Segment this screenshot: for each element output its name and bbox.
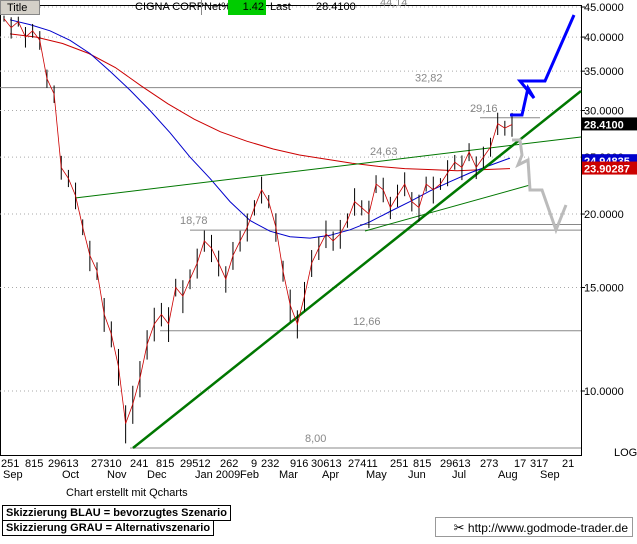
- x-tick-top-5: 815: [156, 458, 174, 470]
- x-tick-month-3: Dec: [147, 469, 167, 481]
- blue-scenario-path: [510, 14, 576, 117]
- x-tick-top-16: 273: [480, 458, 498, 470]
- x-tick-month-5: Feb: [240, 469, 259, 481]
- main-uptrend-line: [132, 90, 582, 449]
- x-tick-top-9: 232: [261, 458, 279, 470]
- y-tick-label-1: 15.0000: [584, 282, 624, 294]
- price-label-5: 12,66: [353, 316, 381, 328]
- y-tick-label-0: 10.0000: [584, 386, 624, 398]
- netpct-label: Net%: [201, 0, 231, 15]
- x-tick-top-18: 317: [530, 458, 548, 470]
- x-tick-top-0: 251: [1, 458, 19, 470]
- x-tick-top-3: 27310: [91, 458, 122, 470]
- channel-bottom-line: [364, 184, 531, 232]
- symbol-label: CIGNA CORP: [135, 1, 205, 13]
- price-label-1: 32,82: [415, 73, 443, 85]
- x-tick-month-1: Oct: [62, 469, 79, 481]
- price-label-3: 24,63: [370, 146, 398, 158]
- price-label-2: 29,16: [470, 103, 498, 115]
- last-label: Last: [270, 1, 291, 13]
- legend-grey: Skizzierung GRAU = Alternativszenario: [2, 520, 215, 536]
- ma-slow-line: [9, 33, 511, 172]
- scissors-icon: ✂: [453, 520, 465, 535]
- grey-scenario-path: [512, 138, 568, 235]
- y-tick-label-4: 30.0000: [584, 106, 624, 118]
- x-tick-month-9: Jun: [408, 469, 426, 481]
- last-value: 28.4100: [316, 1, 356, 13]
- title-button[interactable]: Title: [0, 0, 40, 15]
- y-tick-label-2: 20.0000: [584, 209, 624, 221]
- ma-fast-line: [9, 19, 511, 239]
- ma-slow-box: 23.90287: [584, 164, 630, 176]
- x-tick-top-10: 916: [290, 458, 308, 470]
- y-tick-label-7: 45.0000: [584, 2, 624, 14]
- price-label-0: 44,14: [380, 0, 408, 9]
- x-tick-top-14: 815: [413, 458, 431, 470]
- x-tick-top-11: 30613: [311, 458, 342, 470]
- x-tick-top-12: 27411: [348, 458, 378, 470]
- last-price-box: 28.4100: [584, 119, 624, 131]
- netpct-value: 1.42: [228, 0, 266, 15]
- x-tick-top-15: 29613: [440, 458, 471, 470]
- x-tick-top-7: 262: [220, 458, 238, 470]
- x-tick-top-2: 29613: [48, 458, 79, 470]
- x-tick-top-8: 9: [251, 458, 257, 470]
- x-tick-month-0: Sep: [3, 469, 23, 481]
- price-label-6: 8,00: [305, 433, 326, 445]
- x-tick-month-4: Jan 2009: [195, 469, 240, 481]
- x-tick-month-6: Mar: [279, 469, 298, 481]
- legend-blue: Skizzierung BLAU = bevorzugtes Szenario: [2, 505, 231, 521]
- x-tick-top-1: 815: [25, 458, 43, 470]
- log-scale-label: LOG: [614, 447, 637, 459]
- price-close-line: [3, 18, 513, 424]
- x-tick-top-19: 21: [562, 458, 574, 470]
- y-tick-label-6: 40.0000: [584, 32, 624, 44]
- x-tick-top-13: 251: [390, 458, 408, 470]
- watermark-link[interactable]: ✂ http://www.godmode-trader.de: [435, 517, 633, 537]
- x-tick-month-2: Nov: [107, 469, 127, 481]
- plot-border: [0, 5, 582, 456]
- last-price-box-bg: [582, 117, 637, 131]
- x-tick-month-7: Apr: [322, 469, 339, 481]
- x-tick-month-12: Sep: [540, 469, 560, 481]
- x-tick-month-11: Aug: [498, 469, 518, 481]
- x-tick-top-4: 241: [130, 458, 148, 470]
- x-tick-month-8: May: [366, 469, 387, 481]
- x-tick-top-17: 17: [514, 458, 526, 470]
- x-tick-month-10: Jul: [452, 469, 466, 481]
- ma-slow-box-bg: [582, 161, 637, 175]
- y-tick-label-5: 35.0000: [584, 66, 624, 78]
- price-label-4: 18,78: [180, 215, 208, 227]
- credit-text: Chart erstellt mit Qcharts: [66, 487, 188, 499]
- channel-top-line: [74, 136, 582, 199]
- watermark-text: http://www.godmode-trader.de: [467, 521, 628, 535]
- x-tick-top-6: 29512: [180, 458, 211, 470]
